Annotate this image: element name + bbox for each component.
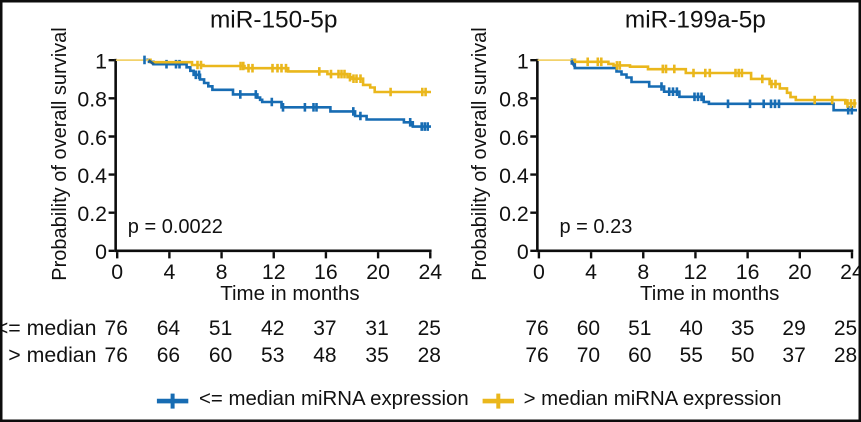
svg-text:66: 66 — [157, 344, 180, 367]
svg-text:4: 4 — [585, 260, 597, 284]
svg-text:0.8: 0.8 — [77, 88, 107, 112]
svg-text:25: 25 — [834, 317, 857, 340]
svg-text:0.2: 0.2 — [77, 202, 107, 226]
svg-text:0.6: 0.6 — [77, 126, 107, 150]
svg-text:0.6: 0.6 — [499, 126, 529, 150]
svg-text:51: 51 — [628, 317, 651, 340]
svg-text:12: 12 — [684, 260, 708, 284]
svg-text:60: 60 — [577, 317, 600, 340]
svg-text:<= median: <= median — [0, 316, 97, 340]
svg-text:48: 48 — [313, 344, 336, 367]
svg-text:0: 0 — [111, 260, 123, 284]
svg-text:Time in months: Time in months — [640, 282, 779, 305]
svg-text:miR-150-5p: miR-150-5p — [210, 7, 337, 34]
svg-text:60: 60 — [209, 344, 232, 367]
svg-text:70: 70 — [577, 344, 600, 367]
svg-text:0.8: 0.8 — [499, 88, 529, 112]
svg-text:16: 16 — [314, 260, 338, 284]
svg-text:76: 76 — [105, 344, 128, 367]
svg-text:25: 25 — [418, 317, 441, 340]
svg-text:29: 29 — [782, 317, 805, 340]
svg-text:<= median miRNA expression: <= median miRNA expression — [199, 388, 469, 410]
svg-text:20: 20 — [366, 260, 390, 284]
svg-text:0: 0 — [517, 240, 529, 264]
svg-text:37: 37 — [782, 344, 805, 367]
svg-text:20: 20 — [788, 260, 812, 284]
svg-text:16: 16 — [736, 260, 760, 284]
svg-text:24: 24 — [418, 260, 442, 284]
svg-text:Time in months: Time in months — [220, 282, 359, 305]
svg-text:53: 53 — [261, 344, 284, 367]
svg-text:0.4: 0.4 — [499, 164, 529, 188]
svg-text:42: 42 — [261, 317, 284, 340]
svg-text:p = 0.23: p = 0.23 — [560, 216, 633, 238]
svg-text:p = 0.0022: p = 0.0022 — [128, 216, 223, 238]
svg-text:35: 35 — [731, 317, 754, 340]
svg-text:> median miRNA expression: > median miRNA expression — [524, 388, 782, 410]
svg-text:40: 40 — [680, 317, 703, 340]
svg-text:76: 76 — [525, 317, 548, 340]
svg-text:64: 64 — [157, 317, 181, 340]
svg-text:Probability of overall surviva: Probability of overall survival — [49, 27, 71, 280]
svg-text:28: 28 — [834, 344, 857, 367]
svg-text:50: 50 — [731, 344, 754, 367]
svg-text:28: 28 — [418, 344, 441, 367]
svg-text:76: 76 — [105, 317, 128, 340]
svg-text:60: 60 — [628, 344, 651, 367]
svg-text:12: 12 — [262, 260, 286, 284]
svg-text:31: 31 — [365, 317, 388, 340]
svg-text:4: 4 — [163, 260, 175, 284]
svg-text:Probability of overall surviva: Probability of overall survival — [469, 27, 491, 280]
svg-text:0: 0 — [95, 240, 107, 264]
svg-text:1: 1 — [95, 50, 107, 74]
svg-text:55: 55 — [680, 344, 703, 367]
svg-text:8: 8 — [216, 260, 228, 284]
svg-text:> median: > median — [8, 343, 96, 367]
svg-text:0.2: 0.2 — [499, 202, 529, 226]
svg-text:37: 37 — [313, 317, 336, 340]
svg-text:8: 8 — [637, 260, 649, 284]
svg-text:0.4: 0.4 — [77, 164, 107, 188]
svg-text:35: 35 — [365, 344, 388, 367]
svg-text:24: 24 — [840, 260, 861, 284]
svg-text:0: 0 — [533, 260, 545, 284]
svg-text:76: 76 — [525, 344, 548, 367]
svg-text:1: 1 — [517, 50, 529, 74]
svg-text:miR-199a-5p: miR-199a-5p — [625, 7, 766, 34]
svg-text:51: 51 — [209, 317, 232, 340]
